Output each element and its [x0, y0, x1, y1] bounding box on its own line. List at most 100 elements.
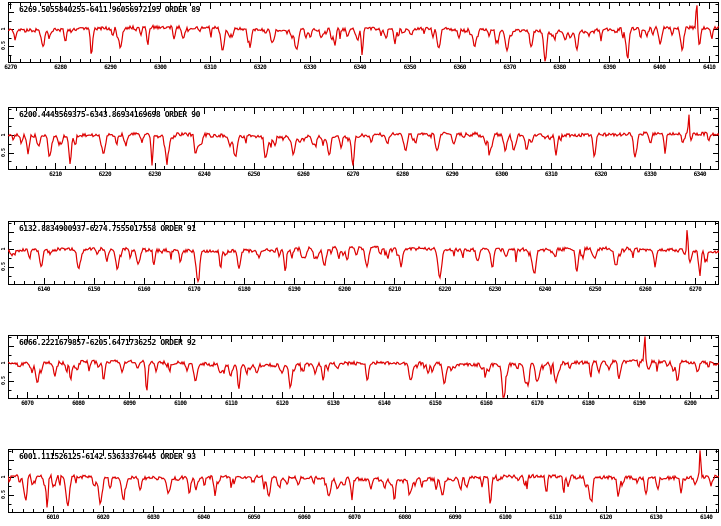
- y-tick-label: 0.5: [1, 376, 7, 386]
- x-tick-label: 6100: [498, 514, 512, 521]
- x-tick-label: 6390: [603, 64, 616, 71]
- x-tick-label: 6320: [594, 171, 607, 178]
- plot-frame: [8, 335, 719, 399]
- y-tick-label: 1: [1, 361, 7, 365]
- y-tick-label: 1: [1, 247, 7, 251]
- x-tick-label: 6060: [297, 514, 311, 521]
- x-tick-label: 6200: [338, 286, 351, 293]
- spectrum-line: [8, 5, 719, 62]
- panel-title: 6066.2221679857-6205.6471736252 ORDER 92: [19, 338, 196, 347]
- x-tick-label: 6230: [488, 286, 501, 293]
- y-axis-labels: 0.5 1: [0, 107, 8, 170]
- x-axis-labels: 6140 6150 6160 6170 6180 6190 6200 6210 6220 6230…: [8, 285, 719, 295]
- x-tick-label: 6310: [544, 171, 558, 178]
- x-axis-labels: 6210 6220 6230 6240 6250 6260 6270 6280 6290 6300…: [8, 170, 719, 180]
- x-tick-label: 6350: [403, 64, 417, 71]
- y-tick-label: 0.5: [1, 262, 7, 272]
- x-tick-label: 6250: [588, 286, 602, 293]
- y-axis-labels: 0.5 1: [0, 221, 8, 285]
- x-tick-label: 6180: [581, 400, 595, 407]
- spectrum-panel-order-93: 6001.111526125-6142.53633376445 ORDER 93…: [1, 449, 719, 521]
- axis-ticks: [9, 222, 718, 284]
- y-tick-label: 1: [1, 133, 7, 137]
- spectrum-panel-order-89: 6269.5055840255-6411.96056972195 ORDER 8…: [1, 2, 719, 71]
- x-axis-labels: 6010 6020 6030 6040 6050 6060 6070 6080 6090 6100…: [8, 513, 719, 523]
- x-tick-label: 6100: [174, 400, 187, 407]
- x-tick-label: 6140: [37, 286, 50, 293]
- x-tick-label: 6140: [699, 514, 713, 521]
- x-tick-label: 6120: [599, 514, 612, 521]
- y-tick-label: 1: [1, 27, 7, 31]
- y-axis-labels: 0.5 1: [0, 335, 8, 399]
- x-tick-label: 6170: [530, 400, 544, 407]
- x-tick-label: 6270: [688, 286, 702, 293]
- x-tick-label: 6240: [197, 171, 211, 178]
- y-tick-label: 1: [1, 475, 7, 479]
- x-tick-label: 6260: [296, 171, 310, 178]
- x-tick-label: 6310: [203, 64, 217, 71]
- x-tick-label: 6160: [479, 400, 493, 407]
- x-tick-label: 6280: [396, 171, 409, 178]
- y-axis-labels: 0.5 1: [0, 449, 8, 513]
- x-tick-label: 6290: [104, 64, 117, 71]
- x-tick-label: 6380: [553, 64, 566, 71]
- x-tick-label: 6010: [46, 514, 59, 521]
- y-axis-labels: 0.5 1: [0, 2, 8, 63]
- x-tick-label: 6220: [98, 171, 112, 178]
- x-tick-label: 6090: [448, 514, 462, 521]
- spectrum-panel-order-92: 6066.2221679857-6205.6471736252 ORDER 92…: [1, 335, 719, 407]
- x-tick-label: 6330: [643, 171, 657, 178]
- spectrum-plot: [8, 221, 719, 285]
- x-tick-label: 6140: [377, 400, 391, 407]
- x-tick-label: 6050: [247, 514, 261, 521]
- x-tick-label: 6270: [4, 64, 17, 71]
- x-tick-label: 6090: [123, 400, 136, 407]
- x-tick-label: 6300: [495, 171, 508, 178]
- panel-title: 6001.111526125-6142.53633376445 ORDER 93: [19, 452, 196, 461]
- spectrum-line: [8, 230, 719, 284]
- x-tick-label: 6040: [197, 514, 210, 521]
- x-tick-label: 6340: [693, 171, 707, 178]
- axis-ticks: [9, 450, 718, 512]
- x-tick-label: 6030: [146, 514, 160, 521]
- x-tick-label: 6020: [96, 514, 110, 521]
- spectrum-plot: [8, 335, 719, 399]
- x-tick-label: 6170: [187, 286, 201, 293]
- x-tick-label: 6370: [503, 64, 516, 71]
- x-tick-label: 6320: [253, 64, 267, 71]
- panel-title: 6269.5055840255-6411.96056972195 ORDER 8…: [19, 5, 201, 14]
- spectrum-plot: [8, 449, 719, 513]
- x-tick-label: 6190: [632, 400, 646, 407]
- x-tick-label: 6250: [247, 171, 260, 178]
- y-tick-label: 0.5: [1, 490, 7, 500]
- x-tick-label: 6130: [649, 514, 663, 521]
- x-tick-label: 6300: [153, 64, 167, 71]
- x-tick-label: 6080: [72, 400, 85, 407]
- plot-frame: [8, 107, 719, 170]
- spectrum-line: [8, 450, 719, 508]
- plot-frame: [8, 2, 719, 63]
- spectrum-line: [8, 336, 719, 398]
- panel-title: 6132.8834900937-6274.7555017558 ORDER 91: [19, 224, 196, 233]
- x-tick-label: 6210: [49, 171, 62, 178]
- x-tick-label: 6210: [388, 286, 401, 293]
- x-tick-label: 6130: [326, 400, 340, 407]
- spectrum-panel-order-90: 6200.4443569375-6343.86934169698 ORDER 9…: [1, 107, 719, 178]
- y-tick-label: 0.5: [1, 147, 7, 157]
- x-tick-label: 6070: [348, 514, 361, 521]
- x-tick-label: 6150: [87, 286, 101, 293]
- x-tick-label: 6400: [653, 64, 666, 71]
- x-tick-label: 6200: [683, 400, 697, 407]
- x-tick-label: 6180: [237, 286, 251, 293]
- x-tick-label: 6410: [702, 64, 716, 71]
- axis-ticks: [9, 3, 718, 62]
- x-tick-label: 6190: [287, 286, 301, 293]
- x-tick-label: 6070: [21, 400, 34, 407]
- x-axis-labels: 6070 6080 6090 6100 6110 6120 6130 6140 6150 6160…: [8, 399, 719, 409]
- x-tick-label: 6110: [549, 514, 562, 521]
- spectrum-panel-order-91: 6132.8834900937-6274.7555017558 ORDER 91…: [1, 221, 719, 293]
- x-tick-label: 6270: [346, 171, 360, 178]
- x-tick-label: 6260: [638, 286, 652, 293]
- x-tick-label: 6280: [54, 64, 67, 71]
